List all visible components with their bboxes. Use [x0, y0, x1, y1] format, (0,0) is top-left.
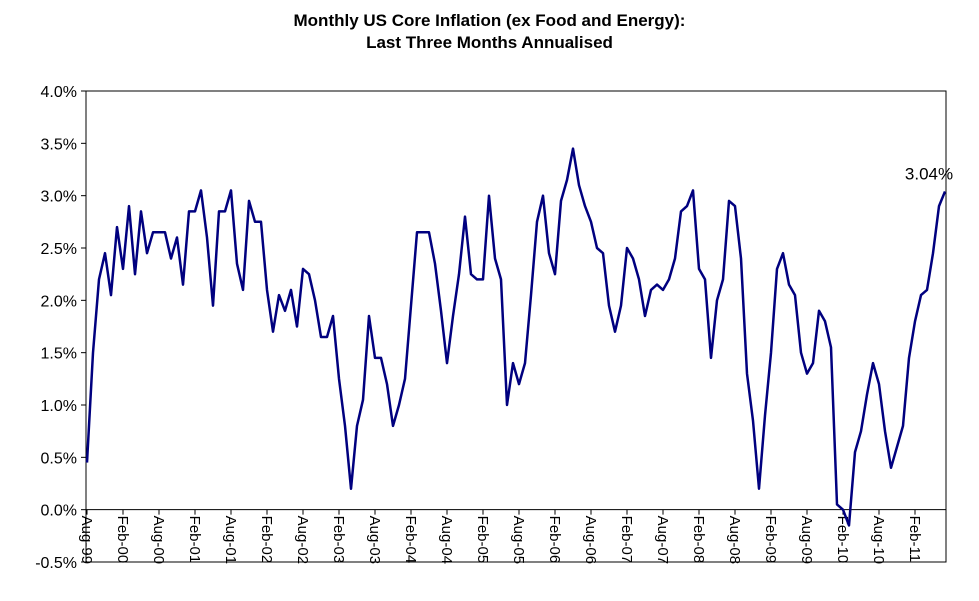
chart-title-block: Monthly US Core Inflation (ex Food and E…: [0, 10, 979, 54]
x-tick-label: Feb-08: [690, 516, 707, 564]
y-tick-label: 0.0%: [41, 503, 77, 520]
x-tick-label: Feb-01: [186, 516, 203, 564]
y-tick-label: 2.0%: [41, 293, 77, 310]
y-tick-label: -0.5%: [35, 555, 77, 572]
series-line-core-inflation: [85, 147, 947, 527]
x-tick-label: Aug-06: [582, 516, 599, 564]
y-tick-label: 4.0%: [41, 84, 77, 101]
y-tick-label: 1.5%: [41, 346, 77, 363]
x-axis: Aug-99 Feb-00 Aug-00 Feb-01 Aug-01 Feb-02 Aug-…: [78, 509, 923, 564]
x-tick-label: Aug-00: [150, 516, 167, 564]
x-tick-label: Feb-00: [114, 516, 131, 564]
x-tick-label: Feb-04: [402, 516, 419, 564]
x-tick-label: Aug-09: [798, 516, 815, 564]
y-tick-label: 3.0%: [41, 189, 77, 206]
y-axis: -0.5% 0.0% 0.5% 1.0% 1.5% 2.0% 2.5% 3.0% 3.5% 4.0…: [35, 84, 86, 572]
x-tick-label: Feb-07: [618, 516, 635, 564]
x-tick-label: Feb-02: [258, 516, 275, 564]
x-tick-label: Aug-10: [870, 516, 887, 564]
plot-area: [85, 90, 947, 563]
y-tick-label: 2.5%: [41, 241, 77, 258]
y-tick-label: 1.0%: [41, 398, 77, 415]
x-tick-label: Feb-05: [474, 516, 491, 564]
x-tick-label: Aug-07: [654, 516, 671, 564]
y-tick-label: 3.5%: [41, 136, 77, 153]
x-tick-label: Feb-10: [834, 516, 851, 564]
chart-title: Monthly US Core Inflation (ex Food and E…: [293, 11, 686, 30]
x-tick-label: Aug-03: [366, 516, 383, 564]
x-tick-label: Feb-09: [762, 516, 779, 564]
y-tick-label: 0.5%: [41, 450, 77, 467]
last-value-annotation: 3.04%: [905, 164, 953, 183]
x-tick-label: Aug-05: [510, 516, 527, 564]
chart-subtitle: Last Three Months Annualised: [366, 33, 613, 52]
x-tick-label: Feb-03: [330, 516, 347, 564]
x-tick-label: Aug-01: [222, 516, 239, 564]
x-tick-label: Aug-08: [726, 516, 743, 564]
x-tick-label: Aug-04: [438, 516, 455, 564]
x-tick-label: Feb-06: [546, 516, 563, 564]
x-tick-label: Aug-02: [294, 516, 311, 564]
x-tick-label: Aug-99: [78, 516, 95, 564]
x-tick-label: Feb-11: [906, 516, 923, 562]
